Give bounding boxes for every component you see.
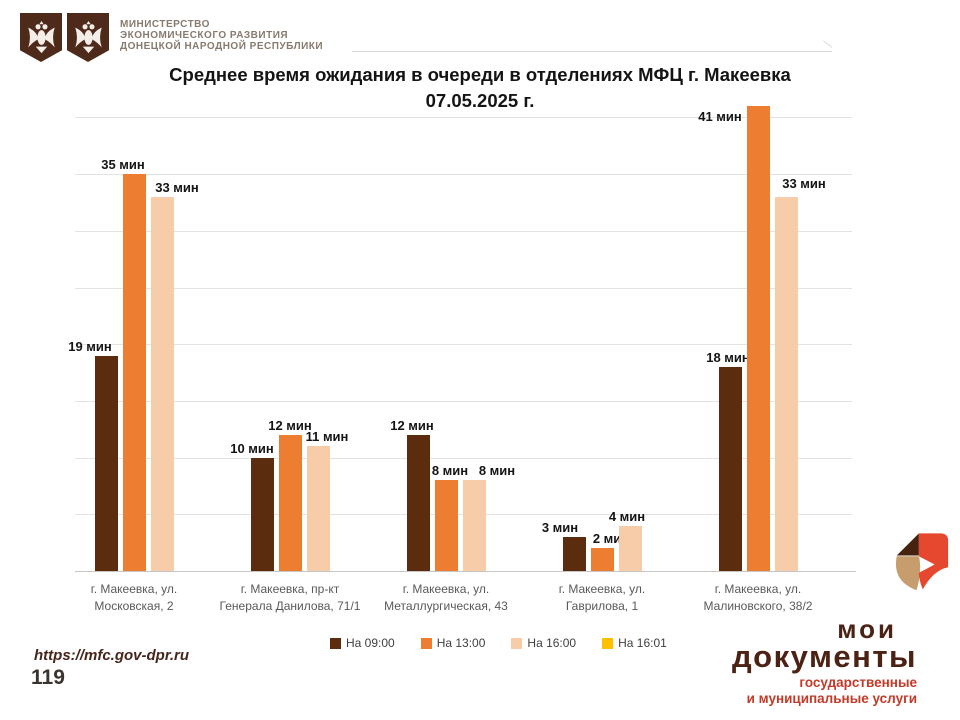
bar — [618, 525, 642, 571]
bar-value-label: 8 мин — [431, 463, 469, 479]
bar-value-label: 19 мин — [68, 338, 112, 354]
my-documents-logo-icon — [895, 533, 949, 591]
brand-subtitle-line1: государственные — [799, 675, 917, 691]
bar — [406, 434, 430, 571]
category-label: г. Макеевка, ул. Малиновского, 38/2 — [703, 582, 813, 614]
brand-subtitle: государственные и муниципальные услуги — [732, 675, 917, 705]
bar-value-label: 41 мин — [698, 109, 742, 125]
bar-value-label: 12 мин — [268, 417, 312, 433]
brand-subtitle-line2: и муниципальные услуги — [746, 690, 917, 706]
bar-value-label: 33 мин — [155, 179, 199, 195]
bar-value-label: 33 мин — [782, 175, 826, 191]
brand-title-moi: мои — [837, 614, 897, 644]
gridline — [75, 457, 852, 459]
bar — [746, 106, 770, 571]
gridline — [75, 174, 852, 176]
legend-label: На 16:01 — [618, 636, 667, 650]
bar — [250, 457, 274, 571]
legend-swatch — [420, 637, 432, 649]
chart-title-line2: 07.05.2025 г. — [425, 89, 535, 111]
legend-swatch — [330, 637, 341, 649]
brand-title-dokumenty: документы — [731, 639, 917, 674]
ministry-line: ЭКОНОМИЧЕСКОГО РАЗВИТИЯ — [120, 30, 289, 41]
legend-item: На 09:00 — [330, 636, 395, 650]
category-label: г. Макеевка, пр-кт Генерала Данилова, 71… — [219, 582, 361, 614]
ministry-line: МИНИСТЕРСТВО — [120, 19, 210, 30]
bar — [774, 196, 798, 571]
bar — [462, 480, 486, 571]
bar — [434, 480, 458, 571]
my-documents-wordmark: мои документы государственные и муниципа… — [732, 616, 917, 706]
bar — [562, 536, 586, 571]
bar-value-label: 4 мин — [608, 508, 646, 524]
category-label: г. Макеевка, ул. Металлургическая, 43 — [384, 582, 508, 614]
chart-legend: На 09:00 На 13:00 На 16:00 На 16:01 — [330, 636, 667, 650]
header-divider — [352, 51, 832, 52]
gridline — [75, 287, 852, 289]
legend-label: На 09:00 — [346, 636, 395, 650]
bar-value-label: 35 мин — [101, 157, 145, 173]
legend-label: На 16:00 — [527, 636, 577, 650]
bar-value-label: 10 мин — [230, 440, 274, 456]
coat-of-arms-icon — [20, 13, 62, 62]
legend-swatch — [602, 637, 614, 649]
ministry-name: МИНИСТЕРСТВО ЭКОНОМИЧЕСКОГО РАЗВИТИЯ ДОН… — [120, 19, 323, 52]
gridline — [75, 400, 852, 402]
bar — [590, 548, 614, 571]
legend-item: На 13:00 — [420, 636, 486, 650]
gridline — [75, 344, 852, 346]
bar — [122, 174, 146, 571]
page-number: 119 — [31, 666, 65, 689]
bar — [94, 355, 118, 571]
bar — [306, 446, 330, 571]
legend-swatch — [511, 637, 523, 649]
double-eagle-icon — [27, 21, 55, 54]
bar — [150, 196, 174, 571]
double-eagle-icon — [74, 21, 102, 54]
site-url: https://mfc.gov-dpr.ru — [34, 647, 189, 664]
bar-value-label: 18 мин — [706, 349, 750, 365]
chart-title: Среднее время ожидания в очереди в отдел… — [60, 62, 900, 113]
legend-label: На 13:00 — [436, 636, 486, 650]
bar-value-label: 12 мин — [390, 417, 434, 433]
category-label: г. Макеевка, ул. Гаврилова, 1 — [558, 582, 646, 614]
gridline — [75, 230, 852, 232]
gridline — [75, 117, 852, 119]
legend-item: На 16:00 — [511, 636, 576, 650]
chart-title-line1: Среднее время ожидания в очереди в отдел… — [169, 64, 791, 85]
x-axis-line — [75, 571, 856, 572]
bar-value-label: 3 мин — [541, 519, 579, 535]
bar — [718, 366, 742, 571]
bar-value-label: 11 мин — [305, 429, 349, 445]
legend-item: На 16:01 — [602, 636, 667, 650]
coat-of-arms-icon — [67, 13, 109, 62]
bar — [278, 434, 302, 571]
ministry-line: ДОНЕЦКОЙ НАРОДНОЙ РЕСПУБЛИКИ — [120, 41, 324, 52]
bar-value-label: 8 мин — [478, 463, 516, 479]
category-label: г. Макеевка, ул. Московская, 2 — [90, 582, 178, 614]
